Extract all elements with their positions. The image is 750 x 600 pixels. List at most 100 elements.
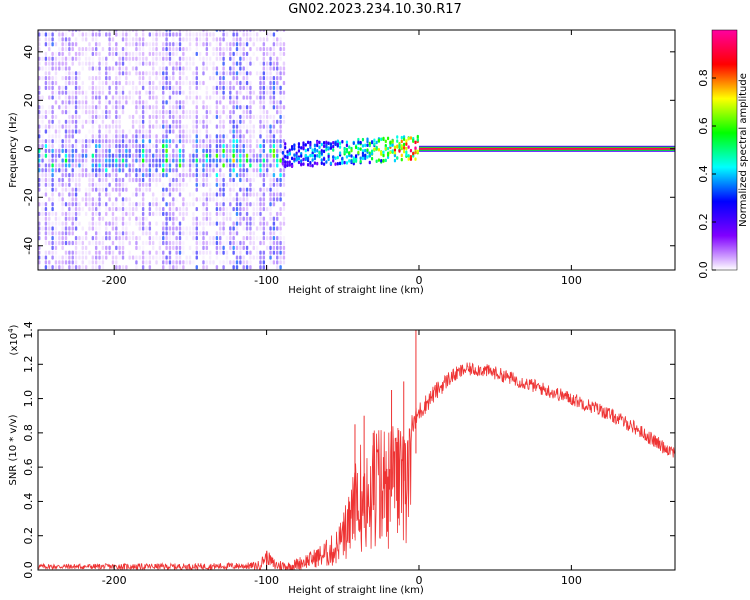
spectrogram-cell xyxy=(393,148,397,152)
spectrogram-cell xyxy=(168,182,172,187)
spectrogram-cell xyxy=(54,250,58,255)
spectrogram-cell xyxy=(245,143,249,149)
spectrogram-cell xyxy=(118,250,121,255)
spectrogram-cell xyxy=(41,114,44,120)
spectrogram-cell xyxy=(105,66,108,71)
spectrogram-cell xyxy=(115,226,118,231)
spectrogram-cell xyxy=(58,66,61,71)
spectrogram-cell xyxy=(61,255,64,260)
spectrogram-cell xyxy=(262,80,266,86)
spectrogram-cell xyxy=(249,168,252,173)
spectrogram-cell xyxy=(155,143,158,149)
spectrogram-cell xyxy=(151,163,155,168)
spectrogram-cell xyxy=(215,231,219,236)
spectrogram-cell xyxy=(162,265,165,270)
spectrogram-cell xyxy=(105,124,108,129)
spectrogram-cell xyxy=(64,182,68,187)
spectrogram-cell xyxy=(368,141,371,146)
spectrogram-cell xyxy=(165,85,168,90)
spectrogram-cell xyxy=(98,265,101,270)
spectrogram-cell xyxy=(269,177,272,183)
spectrogram-cell xyxy=(74,250,78,255)
spectrogram-cell xyxy=(222,90,225,95)
spectrogram-cell xyxy=(41,153,44,158)
spectrogram-cell xyxy=(225,163,229,168)
spectrogram-cell xyxy=(232,95,235,100)
spectrogram-cell xyxy=(38,211,41,217)
spectrogram-cell xyxy=(235,240,239,246)
spectrogram-cell xyxy=(269,240,272,246)
spectrogram-cell xyxy=(81,85,84,90)
spectrogram-cell xyxy=(222,32,225,37)
spectrogram-cell xyxy=(94,265,98,270)
spectrogram-cell xyxy=(269,158,272,163)
spectrogram-cell xyxy=(54,158,58,163)
spectrogram-cell xyxy=(38,182,41,187)
spectrogram-cell xyxy=(38,177,41,183)
spectrogram-cell xyxy=(175,143,178,149)
spectrogram-cell xyxy=(242,153,245,158)
spectrogram-cell xyxy=(304,148,307,153)
spectrogram-cell xyxy=(155,260,158,265)
spectrogram-cell xyxy=(279,226,282,231)
spectrogram-cell xyxy=(293,147,296,151)
spectrogram-cell xyxy=(135,42,138,47)
spectrogram-cell xyxy=(198,32,202,37)
spectrogram-cell xyxy=(202,139,205,144)
x-tick-label: -200 xyxy=(102,574,127,587)
spectrogram-cell xyxy=(242,51,245,57)
spectrogram-cell xyxy=(98,177,101,183)
spectrogram-cell xyxy=(202,250,205,255)
spectrogram-cell xyxy=(182,197,185,202)
spectrogram-cell xyxy=(91,32,95,37)
spectrogram-cell xyxy=(128,51,131,57)
spectrogram-cell xyxy=(155,42,158,47)
spectrogram-cell xyxy=(131,139,135,144)
spectrogram-cell xyxy=(58,32,61,37)
spectrogram-cell xyxy=(54,255,58,260)
spectrogram-cell xyxy=(219,134,222,139)
spectrogram-cell xyxy=(219,85,222,90)
spectrogram-cell xyxy=(91,216,95,221)
spectrogram-cell xyxy=(74,163,78,168)
spectrogram-cell xyxy=(48,95,51,100)
spectrogram-cell xyxy=(172,71,175,76)
spectrogram-cell xyxy=(219,46,222,52)
spectrogram-cell xyxy=(239,71,242,76)
spectrogram-cell xyxy=(151,236,155,241)
spectrogram-cell xyxy=(48,129,51,134)
spectrogram-cell xyxy=(51,236,54,241)
spectrogram-cell xyxy=(245,197,249,202)
spectrogram-cell xyxy=(215,124,219,129)
spectrogram-cell xyxy=(195,226,198,231)
spectrogram-cell xyxy=(334,156,337,161)
spectrogram-cell xyxy=(198,139,202,144)
spectrogram-cell xyxy=(105,177,108,183)
spectrogram-cell xyxy=(38,37,41,42)
spectrogram-cell xyxy=(188,202,192,207)
spectrogram-cell xyxy=(61,163,64,168)
spectrogram-cell xyxy=(64,236,68,241)
spectrogram-cell xyxy=(269,95,272,100)
spectrogram-cell xyxy=(111,100,115,105)
spectrogram-cell xyxy=(259,226,262,231)
spectrogram-cell xyxy=(88,110,91,115)
spectrogram-cell xyxy=(202,221,205,226)
spectrogram-cell xyxy=(172,158,175,163)
spectrogram-cell xyxy=(245,56,249,61)
spectrogram-cell xyxy=(58,168,61,173)
spectrogram-cell xyxy=(118,119,121,124)
spectrogram-cell xyxy=(259,216,262,221)
spectrogram-cell xyxy=(151,85,155,90)
spectrogram-cell xyxy=(135,187,138,192)
spectrogram-cell xyxy=(235,80,239,86)
spectrogram-cell xyxy=(239,119,242,124)
spectrogram-cell xyxy=(68,124,71,129)
spectrogram-cell xyxy=(380,152,383,156)
spectrogram-cell xyxy=(94,163,98,168)
spectrogram-cell xyxy=(98,182,101,187)
spectrogram-cell xyxy=(118,56,121,61)
spectrogram-cell xyxy=(118,163,121,168)
spectrogram-cell xyxy=(148,42,152,47)
spectrogram-cell xyxy=(48,71,51,76)
